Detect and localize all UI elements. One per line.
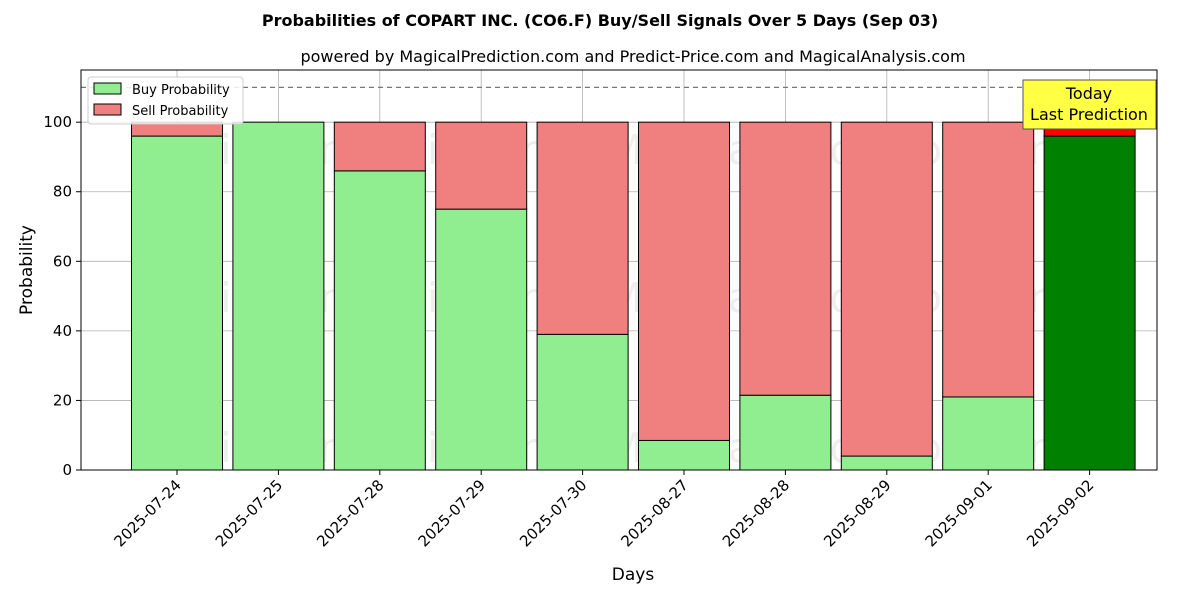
plot-frame: [80, 69, 1158, 471]
legend-label-buy: Buy Probability: [132, 83, 230, 98]
bar-sell: [536, 121, 629, 335]
bar-buy: [536, 333, 629, 471]
bar-sell: [333, 121, 426, 172]
y-tick-label: 60: [53, 252, 72, 270]
x-tick-label: 2025-07-28: [313, 476, 387, 550]
bars: [131, 121, 1136, 471]
bar-buy: [638, 439, 730, 471]
bar-buy: [1043, 135, 1136, 471]
bar-buy: [131, 135, 223, 471]
bar-buy: [232, 121, 325, 471]
y-tick-label: 100: [43, 113, 72, 131]
legend-frame: [87, 76, 244, 125]
y-axis-label: Probability: [17, 225, 37, 315]
bar-buy: [435, 208, 528, 471]
y-tick-label: 40: [53, 322, 72, 340]
x-tick-label: 2025-07-24: [110, 476, 184, 550]
x-tick-label: 2025-07-30: [516, 476, 590, 550]
today-annotation-box: [1022, 79, 1157, 130]
x-tick-label: 2025-08-28: [719, 476, 793, 550]
chart-title: Probabilities of COPART INC. (CO6.F) Buy…: [262, 11, 938, 30]
legend: Buy Probability Sell Probability: [87, 76, 244, 125]
bar-sell: [435, 121, 528, 210]
bar-buy: [942, 396, 1035, 471]
legend-swatch-sell: [93, 103, 122, 116]
bar-buy: [739, 394, 832, 471]
x-tick-label: 2025-09-01: [922, 476, 996, 550]
bar-buy: [333, 170, 426, 471]
x-tick-label: 2025-08-27: [617, 476, 691, 550]
x-tick-label: 2025-09-02: [1023, 476, 1097, 550]
today-annotation-line1: Today: [1065, 84, 1112, 103]
x-tick-label: 2025-07-29: [415, 476, 489, 550]
bar-sell: [840, 121, 933, 457]
today-annotation: Today Last Prediction: [1022, 79, 1157, 130]
bar-buy: [840, 455, 933, 471]
legend-label-sell: Sell Probability: [132, 104, 229, 119]
today-annotation-line2: Last Prediction: [1030, 105, 1148, 124]
y-tick-label: 80: [53, 183, 72, 201]
x-tick-label: 2025-08-29: [820, 476, 894, 550]
legend-swatch-buy: [93, 82, 122, 95]
x-tick-label: 2025-07-25: [212, 476, 286, 550]
x-axis-label: Days: [612, 565, 655, 585]
bar-sell: [739, 121, 832, 396]
chart-subtitle: powered by MagicalPrediction.com and Pre…: [300, 47, 965, 66]
bar-sell: [638, 121, 730, 441]
y-tick-label: 0: [62, 461, 72, 479]
bar-sell: [942, 121, 1035, 398]
y-tick-label: 20: [53, 391, 72, 409]
